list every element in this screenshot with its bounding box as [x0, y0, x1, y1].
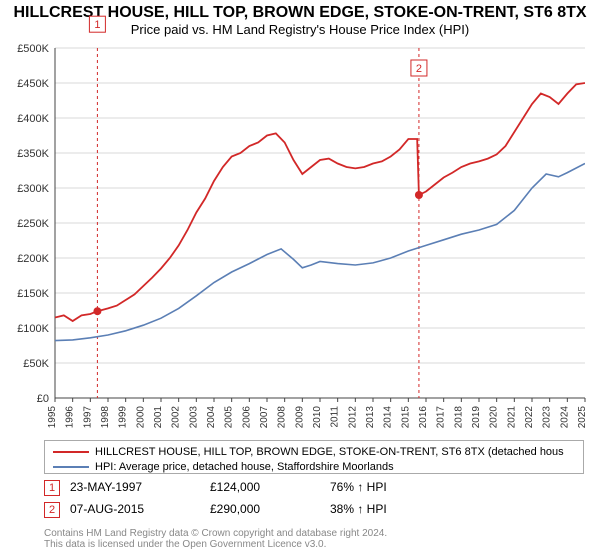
svg-text:2008: 2008 — [277, 406, 288, 429]
svg-text:1998: 1998 — [100, 406, 111, 429]
svg-text:2021: 2021 — [506, 406, 517, 429]
svg-text:2012: 2012 — [347, 406, 358, 429]
svg-text:£350K: £350K — [17, 148, 49, 160]
legend-label: HPI: Average price, detached house, Staf… — [95, 461, 394, 473]
svg-text:1999: 1999 — [118, 406, 129, 429]
svg-text:2025: 2025 — [577, 406, 588, 429]
legend-item: HILLCREST HOUSE, HILL TOP, BROWN EDGE, S… — [53, 445, 575, 460]
price-chart: £0 £50K £100K £150K £200K £250K £300K £350K £400… — [0, 0, 600, 440]
svg-text:2: 2 — [416, 63, 422, 75]
copyright-text: Contains HM Land Registry data © Crown c… — [44, 528, 387, 550]
svg-text:£300K: £300K — [17, 183, 49, 195]
svg-text:2019: 2019 — [471, 406, 482, 429]
legend-color-swatch — [53, 451, 89, 453]
svg-text:£50K: £50K — [23, 358, 49, 370]
svg-text:2007: 2007 — [259, 406, 270, 429]
svg-text:2006: 2006 — [241, 406, 252, 429]
svg-text:1: 1 — [94, 19, 100, 31]
svg-text:2016: 2016 — [418, 406, 429, 429]
svg-text:£200K: £200K — [17, 253, 49, 265]
legend-label: HILLCREST HOUSE, HILL TOP, BROWN EDGE, S… — [95, 446, 564, 458]
svg-text:1995: 1995 — [47, 406, 58, 429]
svg-text:1997: 1997 — [82, 406, 93, 429]
svg-text:£150K: £150K — [17, 288, 49, 300]
svg-text:2011: 2011 — [330, 406, 341, 428]
legend-item: HPI: Average price, detached house, Staf… — [53, 460, 575, 474]
sale-date: 07-AUG-2015 — [70, 502, 144, 516]
svg-text:2022: 2022 — [524, 406, 535, 429]
copyright-line1: Contains HM Land Registry data © Crown c… — [44, 528, 387, 539]
svg-text:£0: £0 — [37, 393, 49, 405]
svg-text:2013: 2013 — [365, 406, 376, 429]
svg-text:2017: 2017 — [436, 406, 447, 429]
svg-text:£450K: £450K — [17, 78, 49, 90]
svg-text:£400K: £400K — [17, 113, 49, 125]
svg-text:£100K: £100K — [17, 323, 49, 335]
sale-marker-icon: 2 — [44, 502, 60, 518]
svg-text:2023: 2023 — [542, 406, 553, 429]
sale-pct-vs-hpi: 76% ↑ HPI — [330, 480, 387, 494]
svg-text:2010: 2010 — [312, 406, 323, 429]
svg-text:2024: 2024 — [559, 406, 570, 429]
svg-text:2002: 2002 — [171, 406, 182, 429]
svg-text:£500K: £500K — [17, 43, 49, 55]
sale-price: £290,000 — [210, 502, 260, 516]
svg-text:2004: 2004 — [206, 406, 217, 429]
sale-pct-vs-hpi: 38% ↑ HPI — [330, 502, 387, 516]
svg-text:2005: 2005 — [224, 406, 235, 429]
sale-price: £124,000 — [210, 480, 260, 494]
copyright-line2: This data is licensed under the Open Gov… — [44, 539, 326, 550]
sale-record-row: 1 23-MAY-1997 £124,000 76% ↑ HPI — [44, 480, 584, 498]
svg-text:2015: 2015 — [400, 406, 411, 429]
svg-text:2009: 2009 — [294, 406, 305, 429]
sale-record-row: 2 07-AUG-2015 £290,000 38% ↑ HPI — [44, 502, 584, 520]
svg-text:2014: 2014 — [383, 406, 394, 429]
legend-box: HILLCREST HOUSE, HILL TOP, BROWN EDGE, S… — [44, 440, 584, 474]
sale-date: 23-MAY-1997 — [70, 480, 142, 494]
sale-marker-icon: 1 — [44, 480, 60, 496]
svg-text:1996: 1996 — [65, 406, 76, 429]
legend-color-swatch — [53, 466, 89, 468]
svg-text:2020: 2020 — [489, 406, 500, 429]
svg-text:2000: 2000 — [135, 406, 146, 429]
svg-text:2003: 2003 — [188, 406, 199, 429]
svg-text:2001: 2001 — [153, 406, 164, 429]
svg-text:2018: 2018 — [453, 406, 464, 429]
svg-text:£250K: £250K — [17, 218, 49, 230]
